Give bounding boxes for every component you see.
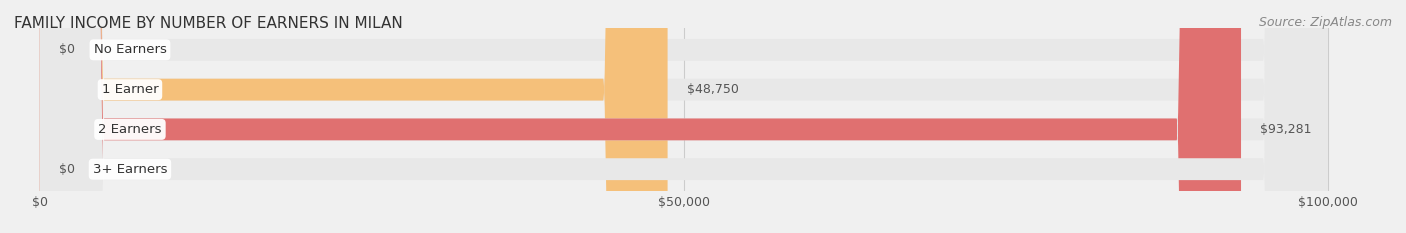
Text: 3+ Earners: 3+ Earners bbox=[93, 163, 167, 176]
FancyBboxPatch shape bbox=[39, 0, 1327, 233]
FancyBboxPatch shape bbox=[39, 0, 1327, 233]
Text: FAMILY INCOME BY NUMBER OF EARNERS IN MILAN: FAMILY INCOME BY NUMBER OF EARNERS IN MI… bbox=[14, 16, 402, 31]
Text: $93,281: $93,281 bbox=[1260, 123, 1312, 136]
Text: $0: $0 bbox=[59, 163, 75, 176]
Text: 2 Earners: 2 Earners bbox=[98, 123, 162, 136]
FancyBboxPatch shape bbox=[39, 0, 1327, 233]
FancyBboxPatch shape bbox=[39, 0, 1327, 233]
Text: $48,750: $48,750 bbox=[688, 83, 738, 96]
FancyBboxPatch shape bbox=[39, 0, 668, 233]
Text: No Earners: No Earners bbox=[94, 43, 166, 56]
Text: Source: ZipAtlas.com: Source: ZipAtlas.com bbox=[1258, 16, 1392, 29]
Text: $0: $0 bbox=[59, 43, 75, 56]
FancyBboxPatch shape bbox=[39, 0, 1241, 233]
Text: 1 Earner: 1 Earner bbox=[101, 83, 159, 96]
